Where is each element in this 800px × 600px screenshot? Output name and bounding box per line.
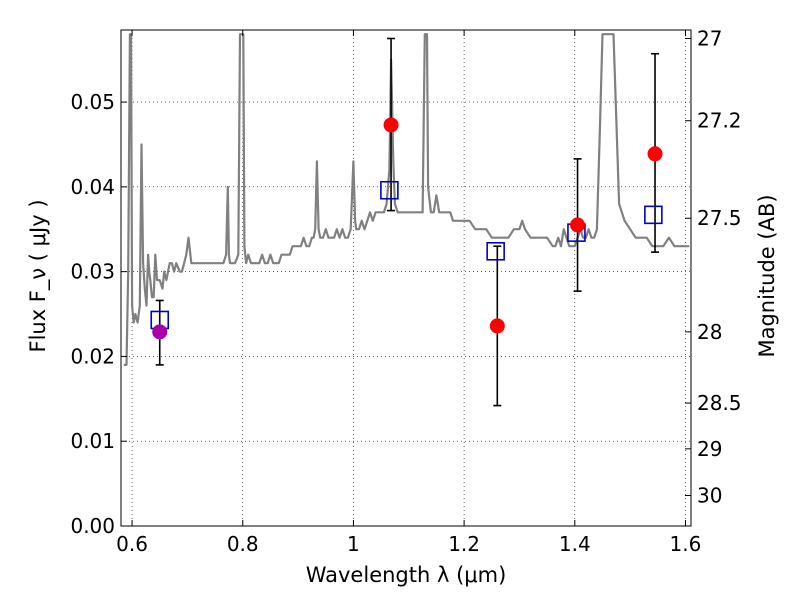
observed-point (570, 217, 586, 233)
observed-point (152, 324, 168, 340)
model-point (644, 205, 663, 225)
observed-point (489, 318, 505, 334)
observed-point (647, 146, 663, 162)
y-tick-label: 0.04 (70, 175, 115, 199)
y2-tick-label: 29 (697, 437, 722, 461)
y-axis-label: Flux F_ν ( μJy ) (26, 199, 51, 352)
y2-tick-label: 28.5 (697, 391, 742, 415)
y2-tick-label: 27.2 (697, 109, 742, 133)
y2-tick-label: 27.5 (697, 206, 742, 230)
observed-layer (152, 117, 663, 340)
y-tick-label: 0.05 (70, 90, 115, 114)
y2-tick-label: 27 (697, 26, 722, 50)
spectrum-line (123, 33, 690, 366)
x-tick-label: 1.6 (670, 532, 702, 556)
y-tick-label: 0.02 (70, 344, 115, 368)
ticks: 0.6 0.8 1 1.2 1.4 1.6 0.00 0.01 0.02 0.03 0.04 0.05… (70, 26, 741, 556)
y-tick-label: 0.03 (70, 260, 115, 284)
x-tick-label: 0.6 (116, 532, 148, 556)
plot-frame (120, 29, 692, 527)
observed-point (383, 117, 399, 133)
x-tick-label: 0.8 (227, 532, 259, 556)
x-axis-label: Wavelength λ (μm) (306, 563, 507, 587)
y-tick-label: 0.01 (70, 429, 115, 453)
x-tick-label: 1 (347, 532, 360, 556)
model-point (380, 180, 399, 200)
y2-axis-label: Magnitude (AB) (755, 194, 779, 357)
spectrum-layer (123, 33, 690, 366)
y-tick-label: 0.00 (70, 514, 115, 538)
model-point (486, 241, 505, 261)
x-tick-label: 1.4 (559, 532, 591, 556)
plot-background (121, 30, 691, 526)
y2-tick-label: 28 (697, 320, 722, 344)
x-tick-label: 1.2 (448, 532, 480, 556)
y2-tick-label: 30 (697, 483, 722, 507)
